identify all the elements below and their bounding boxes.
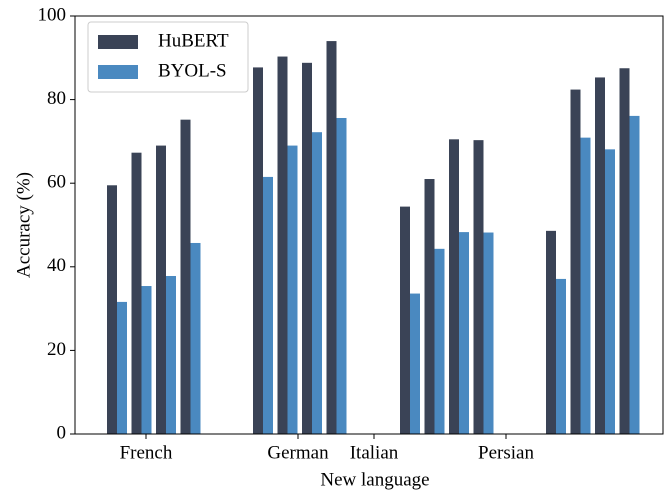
x-axis-label: New language (320, 469, 429, 490)
bar (287, 145, 298, 434)
bar (131, 152, 142, 434)
bar (434, 248, 445, 434)
x-tick-label: German (267, 442, 329, 463)
bar (580, 137, 591, 434)
y-tick-label: 40 (47, 255, 66, 276)
legend-swatch (98, 65, 138, 79)
bar (117, 301, 127, 434)
bar (277, 56, 288, 435)
bar (312, 132, 322, 435)
bar (166, 275, 176, 434)
bar (107, 185, 117, 434)
legend-label: HuBERT (158, 30, 229, 51)
bar (629, 115, 640, 434)
bar (263, 176, 273, 434)
x-tick-label: French (120, 442, 173, 463)
plot-frame (74, 15, 664, 435)
bar (546, 230, 556, 434)
bar (400, 206, 410, 434)
y-tick-label: 60 (47, 172, 66, 193)
bar (336, 117, 347, 434)
bar (302, 62, 312, 434)
bar (326, 41, 337, 434)
bar (483, 232, 494, 434)
y-tick-label: 20 (47, 339, 66, 360)
bar (449, 139, 459, 434)
bar (473, 140, 484, 434)
bar (570, 89, 581, 435)
bar (605, 149, 615, 435)
bar (141, 286, 152, 434)
y-tick-label: 80 (47, 88, 66, 109)
y-tick-label: 0 (57, 422, 67, 443)
bar (459, 232, 469, 434)
bar (156, 145, 166, 434)
bar (190, 242, 201, 434)
bar (619, 68, 630, 434)
y-axis-label: Accuracy (%) (13, 172, 34, 278)
legend-label: BYOL-S (158, 60, 227, 81)
bar (556, 278, 566, 434)
bar (253, 67, 263, 434)
x-tick-label: Italian (350, 442, 399, 463)
bar (410, 293, 420, 434)
y-tick-label: 100 (38, 4, 67, 25)
bar (595, 77, 605, 435)
x-tick-label: Persian (478, 442, 534, 463)
bar (424, 179, 435, 434)
legend-swatch (98, 35, 138, 49)
bar (180, 119, 191, 434)
